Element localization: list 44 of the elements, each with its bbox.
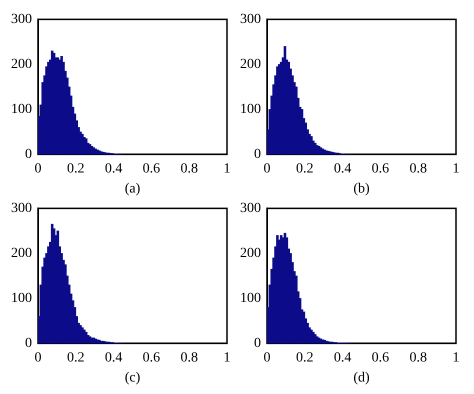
x-axis-title: (a) (124, 181, 141, 196)
x-tick-label: 0 (264, 161, 270, 176)
x-tick-label: 0.8 (409, 161, 427, 176)
x-tick-label: 0.4 (104, 350, 122, 366)
y-tick-label: 200 (11, 246, 32, 262)
y-tick-label: 0 (254, 147, 261, 162)
y-tick-label: 300 (11, 201, 32, 216)
y-tick-label: 300 (240, 201, 261, 216)
x-tick-label: 0.4 (334, 161, 352, 176)
x-tick-label: 1 (452, 161, 460, 176)
x-tick-label: 1 (452, 350, 460, 366)
y-tick-label: 0 (25, 336, 32, 352)
x-tick-label: 0 (264, 350, 270, 366)
x-tick-label: 0.8 (180, 350, 198, 366)
x-tick-label: 0 (34, 161, 42, 176)
x-tick-label: 0.6 (142, 350, 160, 366)
x-axis-title: (b) (353, 181, 370, 196)
x-tick-label: 1 (224, 350, 230, 366)
x-tick-label: 0.2 (296, 350, 314, 366)
x-tick-label: 0.4 (334, 350, 352, 366)
y-tick-label: 200 (240, 57, 261, 72)
x-tick-label: 0.2 (67, 350, 85, 366)
y-tick-label: 200 (11, 57, 32, 72)
y-tick-label: 100 (11, 102, 32, 118)
x-tick-label: 0 (34, 350, 42, 366)
x-tick-label: 0.2 (296, 161, 314, 176)
x-tick-label: 1 (224, 161, 230, 176)
x-tick-label: 0.4 (104, 161, 122, 176)
x-tick-label: 0.6 (372, 350, 390, 366)
x-axis-title: (c) (124, 370, 141, 386)
y-tick-label: 300 (240, 12, 261, 28)
y-tick-label: 200 (240, 246, 261, 262)
x-tick-label: 0.2 (67, 161, 85, 176)
x-tick-label: 0.8 (180, 161, 198, 176)
y-tick-label: 100 (240, 291, 261, 306)
y-tick-label: 100 (11, 291, 32, 306)
y-tick-label: 100 (240, 102, 261, 118)
x-tick-label: 0.8 (409, 350, 427, 366)
x-tick-label: 0.6 (142, 161, 160, 176)
x-axis-title: (d) (353, 370, 370, 386)
x-tick-label: 0.6 (372, 161, 390, 176)
y-tick-label: 0 (25, 147, 32, 162)
y-tick-label: 300 (11, 12, 32, 28)
y-tick-label: 0 (254, 336, 261, 352)
